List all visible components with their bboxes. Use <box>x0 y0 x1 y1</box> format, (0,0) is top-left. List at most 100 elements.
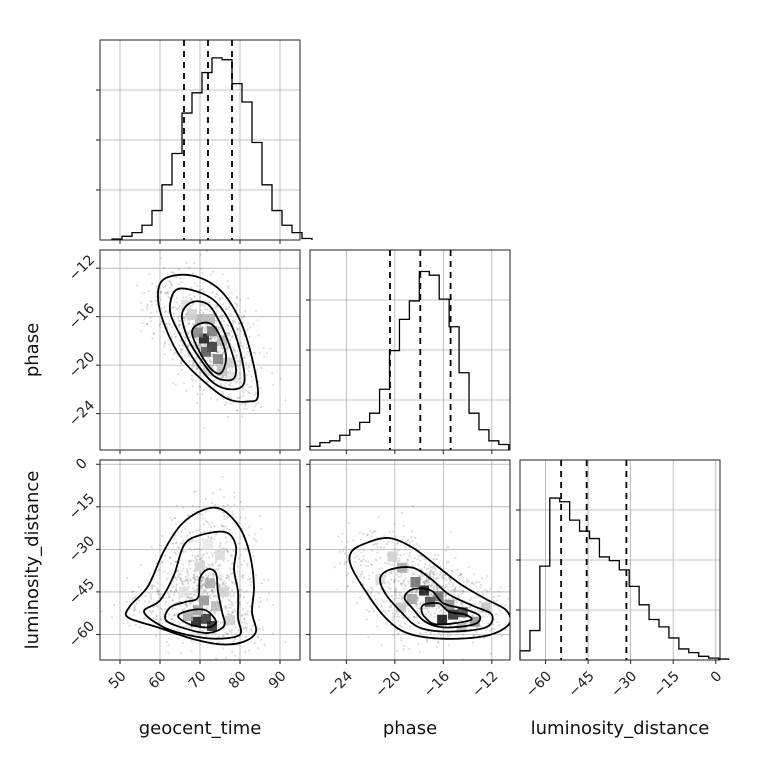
sample-point <box>134 609 137 612</box>
sample-point <box>225 541 228 544</box>
sample-point <box>150 320 153 323</box>
density-cell <box>193 327 203 338</box>
sample-point <box>511 630 513 632</box>
sample-point <box>249 584 252 587</box>
sample-point <box>174 534 177 537</box>
sample-point <box>185 568 188 571</box>
sample-point <box>206 250 209 253</box>
sample-point <box>159 290 163 293</box>
sample-point <box>172 614 176 617</box>
sample-point <box>447 546 450 549</box>
sample-point <box>491 623 494 626</box>
contour-level-4 <box>157 273 259 403</box>
sample-point <box>247 533 250 537</box>
sample-point <box>249 581 252 584</box>
sample-point <box>372 543 375 546</box>
sample-point <box>185 578 188 582</box>
sample-point <box>424 582 427 585</box>
sample-point <box>410 591 414 594</box>
sample-point <box>203 427 206 430</box>
sample-point <box>214 306 217 309</box>
x-tick-label-luminosity-distance: −15 <box>651 668 683 700</box>
sample-point <box>165 578 168 581</box>
sample-point <box>477 608 480 611</box>
sample-point <box>395 573 398 576</box>
sample-point <box>408 616 411 619</box>
sample-point <box>236 349 239 353</box>
sample-point <box>191 554 194 557</box>
sample-point <box>235 600 238 603</box>
sample-point <box>199 325 202 328</box>
sample-point <box>474 608 477 612</box>
sample-point <box>449 580 452 583</box>
sample-point <box>217 635 221 638</box>
x-tick-label-geocent-time: 90 <box>266 668 290 692</box>
sample-point <box>230 292 233 295</box>
sample-point <box>230 600 233 604</box>
sample-point <box>433 553 437 556</box>
sample-point <box>175 588 178 591</box>
sample-point <box>246 610 249 613</box>
sample-point <box>215 533 218 536</box>
sample-point <box>432 558 435 561</box>
density-cell <box>203 366 213 377</box>
sample-point <box>253 537 256 541</box>
sample-point <box>125 600 128 604</box>
sample-point <box>262 578 266 582</box>
sample-point <box>177 569 180 572</box>
sample-point <box>379 557 382 560</box>
sample-point <box>188 577 192 580</box>
sample-point <box>456 601 459 604</box>
sample-point <box>250 385 253 388</box>
sample-point <box>226 279 229 283</box>
sample-point <box>162 613 165 616</box>
sample-point <box>145 323 149 326</box>
sample-point <box>214 568 217 571</box>
sample-point <box>449 624 452 627</box>
sample-point <box>239 359 242 362</box>
sample-point <box>231 346 234 349</box>
sample-point <box>429 565 433 569</box>
sample-point <box>256 635 259 638</box>
sample-point <box>451 569 454 573</box>
sample-point <box>152 333 155 336</box>
sample-point <box>466 622 469 625</box>
sample-point <box>171 271 174 274</box>
sample-point <box>146 322 149 326</box>
sample-point <box>481 577 484 580</box>
sample-point <box>170 590 173 593</box>
sample-point <box>404 622 407 626</box>
sample-point <box>444 611 447 614</box>
sample-point <box>199 304 202 307</box>
sample-point <box>370 586 373 589</box>
sample-point <box>217 326 220 330</box>
sample-point <box>254 391 258 394</box>
sample-point <box>423 581 426 584</box>
sample-point <box>133 606 136 609</box>
sample-point <box>173 607 177 610</box>
sample-point <box>456 568 459 572</box>
sample-point <box>202 584 205 587</box>
sample-point <box>425 568 428 571</box>
sample-point <box>245 548 248 551</box>
sample-point <box>179 572 182 576</box>
sample-point <box>416 610 419 613</box>
sample-point <box>439 565 442 568</box>
sample-point <box>482 615 485 618</box>
sample-point <box>262 346 265 350</box>
sample-point <box>237 557 240 560</box>
sample-point <box>284 399 287 402</box>
sample-point <box>193 490 196 494</box>
sample-point <box>181 343 184 346</box>
sample-point <box>190 592 193 596</box>
sample-point <box>270 371 274 374</box>
sample-point <box>184 603 187 606</box>
sample-point <box>185 261 188 264</box>
sample-point <box>132 590 135 593</box>
sample-point <box>428 610 431 613</box>
sample-point <box>144 617 147 620</box>
sample-point <box>360 560 363 563</box>
sample-point <box>139 626 142 629</box>
hist-panel-luminosity-distance <box>516 459 730 664</box>
sample-point <box>141 308 144 312</box>
